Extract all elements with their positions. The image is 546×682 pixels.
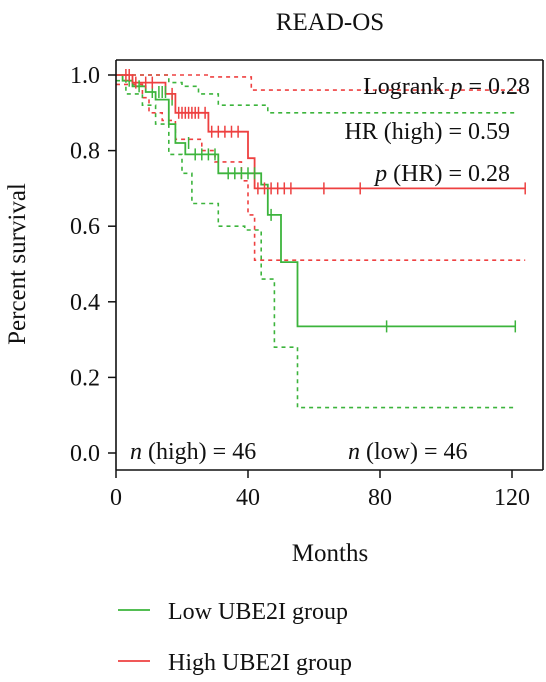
x-tick-label: 80 bbox=[368, 485, 392, 511]
y-tick-label: 0.2 bbox=[70, 365, 100, 391]
hr-annotation: HR (high) = 0.59 bbox=[344, 119, 510, 145]
legend-item-low: Low UBE2I group bbox=[118, 599, 348, 625]
n-low-annotation: n (low) = 46 bbox=[348, 439, 468, 465]
censor-marks bbox=[125, 69, 526, 333]
x-tick-label: 0 bbox=[110, 485, 122, 511]
y-tick-label: 0.6 bbox=[70, 214, 100, 240]
legend: Low UBE2I group High UBE2I group bbox=[118, 599, 352, 676]
ci-lines bbox=[116, 74, 526, 409]
x-ticks: 0 40 80 120 bbox=[110, 470, 530, 511]
ci-lower-high bbox=[116, 83, 526, 261]
ci-upper-low bbox=[116, 74, 516, 114]
logrank-annotation: Logrank p = 0.28 bbox=[363, 74, 530, 100]
chart-title: READ-OS bbox=[276, 9, 384, 36]
y-ticks: 0.0 0.2 0.4 0.6 0.8 1.0 bbox=[70, 63, 116, 467]
n-high-annotation: n (high) = 46 bbox=[130, 439, 256, 465]
y-axis-label: Percent survival bbox=[4, 183, 31, 345]
legend-label-high: High UBE2I group bbox=[168, 650, 352, 676]
x-tick-label: 120 bbox=[494, 485, 530, 511]
y-tick-label: 1.0 bbox=[70, 63, 100, 89]
legend-label-low: Low UBE2I group bbox=[168, 599, 348, 625]
annotations: Logrank p = 0.28 HR (high) = 0.59 p (HR)… bbox=[130, 74, 530, 465]
y-tick-label: 0.8 bbox=[70, 139, 100, 165]
legend-item-high: High UBE2I group bbox=[118, 650, 352, 676]
y-tick-label: 0.0 bbox=[70, 441, 100, 467]
plot-frame bbox=[115, 59, 544, 471]
ci-upper-high bbox=[116, 74, 526, 91]
y-tick-label: 0.4 bbox=[70, 290, 100, 316]
x-axis-label: Months bbox=[292, 540, 368, 567]
x-tick-label: 40 bbox=[236, 485, 260, 511]
ci-lower-low bbox=[116, 79, 516, 409]
p-hr-annotation: p (HR) = 0.28 bbox=[373, 161, 510, 187]
